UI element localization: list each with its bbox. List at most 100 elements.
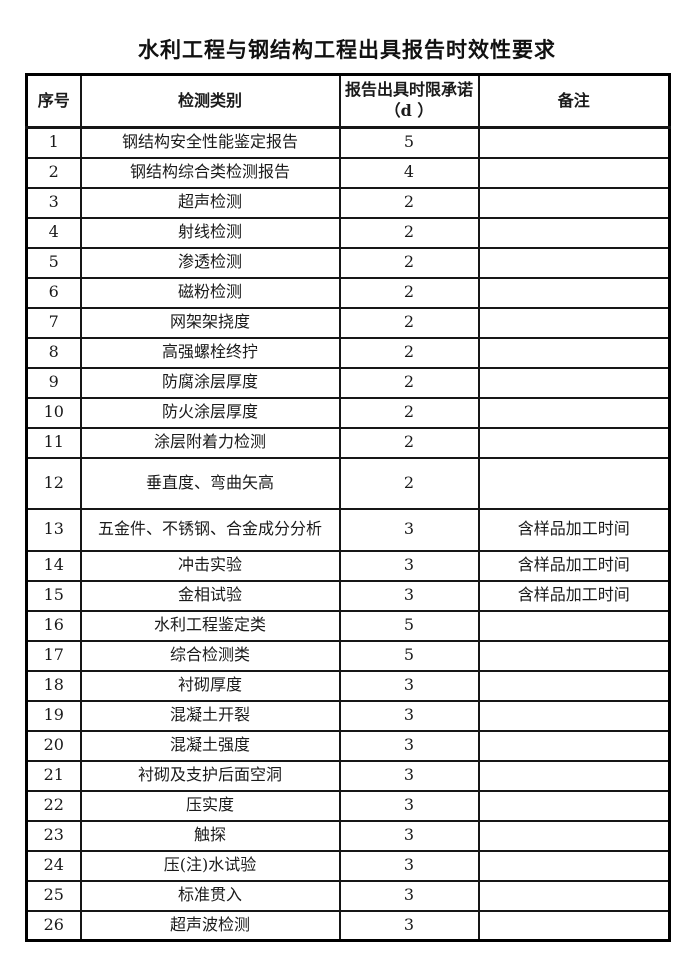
table-row: 23 触探 3 bbox=[25, 819, 671, 852]
cell-no: 15 bbox=[25, 579, 82, 612]
cell-category: 钢结构安全性能鉴定报告 bbox=[79, 126, 341, 159]
cell-no: 2 bbox=[25, 156, 82, 189]
report-deadline-table: 序号 检测类别 报告出具时限承诺 （d ） 备注 1 钢结构安全性能鉴定报告 5 2 钢… bbox=[25, 73, 671, 942]
table-row: 14 冲击实验 3 含样品加工时间 bbox=[25, 549, 671, 582]
table-row: 4 射线检测 2 bbox=[25, 216, 671, 249]
cell-no: 19 bbox=[25, 699, 82, 732]
cell-category: 水利工程鉴定类 bbox=[79, 609, 341, 642]
cell-category: 综合检测类 bbox=[79, 639, 341, 672]
table-header-row: 序号 检测类别 报告出具时限承诺 （d ） 备注 bbox=[25, 73, 671, 129]
header-deadline-label-line2: （d ） bbox=[384, 101, 434, 120]
cell-remark bbox=[477, 609, 671, 642]
table-row: 25 标准贯入 3 bbox=[25, 879, 671, 912]
table-row: 17 综合检测类 5 bbox=[25, 639, 671, 672]
cell-no: 20 bbox=[25, 729, 82, 762]
table-row: 15 金相试验 3 含样品加工时间 bbox=[25, 579, 671, 612]
cell-remark: 含样品加工时间 bbox=[477, 579, 671, 612]
cell-category: 压(注)水试验 bbox=[79, 849, 341, 882]
table-row: 7 网架架挠度 2 bbox=[25, 306, 671, 339]
page-title: 水利工程与钢结构工程出具报告时效性要求 bbox=[138, 37, 556, 62]
cell-category: 磁粉检测 bbox=[79, 276, 341, 309]
cell-remark: 含样品加工时间 bbox=[477, 549, 671, 582]
cell-remark bbox=[477, 789, 671, 822]
cell-remark bbox=[477, 819, 671, 852]
cell-category: 钢结构综合类检测报告 bbox=[79, 156, 341, 189]
cell-no: 23 bbox=[25, 819, 82, 852]
cell-days: 2 bbox=[338, 396, 480, 429]
cell-days: 3 bbox=[338, 729, 480, 762]
cell-no: 10 bbox=[25, 396, 82, 429]
cell-days: 3 bbox=[338, 849, 480, 882]
cell-category: 射线检测 bbox=[79, 216, 341, 249]
cell-category: 五金件、不锈钢、合金成分分析 bbox=[79, 507, 341, 552]
cell-no: 5 bbox=[25, 246, 82, 279]
cell-category: 衬砌及支护后面空洞 bbox=[79, 759, 341, 792]
cell-no: 6 bbox=[25, 276, 82, 309]
table-row: 2 钢结构综合类检测报告 4 bbox=[25, 156, 671, 189]
cell-days: 3 bbox=[338, 879, 480, 912]
cell-category: 衬砌厚度 bbox=[79, 669, 341, 702]
cell-no: 11 bbox=[25, 426, 82, 459]
cell-remark bbox=[477, 396, 671, 429]
cell-no: 3 bbox=[25, 186, 82, 219]
cell-days: 3 bbox=[338, 579, 480, 612]
cell-no: 1 bbox=[25, 126, 82, 159]
cell-remark bbox=[477, 186, 671, 219]
cell-remark bbox=[477, 879, 671, 912]
cell-days: 3 bbox=[338, 909, 480, 942]
cell-remark bbox=[477, 909, 671, 942]
cell-remark bbox=[477, 216, 671, 249]
table-row: 3 超声检测 2 bbox=[25, 186, 671, 219]
table-row: 26 超声波检测 3 bbox=[25, 909, 671, 942]
cell-remark bbox=[477, 669, 671, 702]
cell-no: 16 bbox=[25, 609, 82, 642]
cell-remark: 含样品加工时间 bbox=[477, 507, 671, 552]
cell-days: 3 bbox=[338, 669, 480, 702]
cell-remark bbox=[477, 849, 671, 882]
cell-days: 3 bbox=[338, 819, 480, 852]
header-cell-deadline: 报告出具时限承诺 （d ） bbox=[338, 73, 480, 129]
cell-category: 混凝土开裂 bbox=[79, 699, 341, 732]
cell-category: 混凝土强度 bbox=[79, 729, 341, 762]
cell-remark bbox=[477, 699, 671, 732]
cell-no: 13 bbox=[25, 507, 82, 552]
cell-no: 17 bbox=[25, 639, 82, 672]
cell-days: 3 bbox=[338, 759, 480, 792]
cell-no: 4 bbox=[25, 216, 82, 249]
cell-no: 7 bbox=[25, 306, 82, 339]
cell-category: 涂层附着力检测 bbox=[79, 426, 341, 459]
cell-remark bbox=[477, 276, 671, 309]
cell-no: 21 bbox=[25, 759, 82, 792]
cell-remark bbox=[477, 156, 671, 189]
table-row: 12 垂直度、弯曲矢高 2 bbox=[25, 456, 671, 510]
cell-category: 防火涂层厚度 bbox=[79, 396, 341, 429]
table-row: 11 涂层附着力检测 2 bbox=[25, 426, 671, 459]
header-deadline-label-line1: 报告出具时限承诺 bbox=[344, 80, 473, 100]
cell-category: 标准贯入 bbox=[79, 879, 341, 912]
cell-remark bbox=[477, 336, 671, 369]
cell-category: 垂直度、弯曲矢高 bbox=[79, 456, 341, 510]
cell-days: 3 bbox=[338, 507, 480, 552]
table-row: 18 衬砌厚度 3 bbox=[25, 669, 671, 702]
table-row: 1 钢结构安全性能鉴定报告 5 bbox=[25, 126, 671, 159]
table-row: 16 水利工程鉴定类 5 bbox=[25, 609, 671, 642]
header-remark-label: 备注 bbox=[557, 90, 590, 110]
cell-days: 2 bbox=[338, 246, 480, 279]
cell-category: 超声波检测 bbox=[79, 909, 341, 942]
cell-days: 5 bbox=[338, 126, 480, 159]
header-cell-category: 检测类别 bbox=[79, 73, 341, 129]
cell-category: 网架架挠度 bbox=[79, 306, 341, 339]
cell-remark bbox=[477, 126, 671, 159]
table-row: 6 磁粉检测 2 bbox=[25, 276, 671, 309]
cell-days: 3 bbox=[338, 549, 480, 582]
cell-days: 2 bbox=[338, 186, 480, 219]
cell-days: 3 bbox=[338, 699, 480, 732]
cell-days: 2 bbox=[338, 366, 480, 399]
cell-days: 3 bbox=[338, 789, 480, 822]
cell-no: 24 bbox=[25, 849, 82, 882]
cell-days: 4 bbox=[338, 156, 480, 189]
cell-days: 2 bbox=[338, 216, 480, 249]
table-header: 序号 检测类别 报告出具时限承诺 （d ） 备注 bbox=[25, 73, 671, 129]
cell-category: 超声检测 bbox=[79, 186, 341, 219]
cell-remark bbox=[477, 366, 671, 399]
